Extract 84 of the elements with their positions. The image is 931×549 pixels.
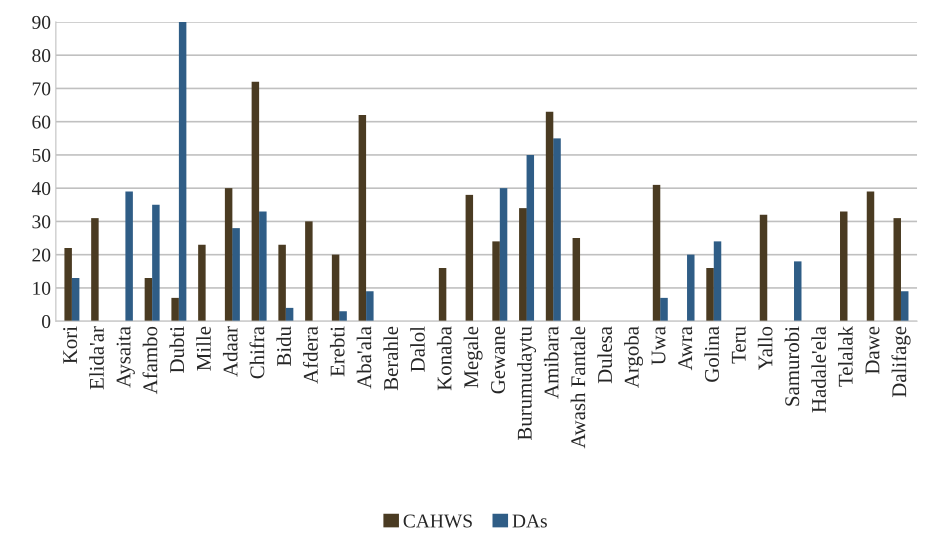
- y-tick-label: 10: [33, 282, 50, 295]
- x-tick-label: Megale: [464, 326, 483, 388]
- bar: [152, 204, 160, 322]
- x-tick-label: Awash Fantale: [570, 326, 586, 448]
- bar: [760, 214, 768, 322]
- x-tick-label: Berahle: [383, 326, 398, 390]
- x-tick-label: Afambo: [142, 326, 158, 394]
- bar: [866, 192, 874, 322]
- x-tick-label: Golina: [704, 326, 719, 382]
- y-tick-label: 70: [32, 82, 50, 96]
- bar: [553, 138, 561, 322]
- y-tick-label: 60: [32, 116, 50, 129]
- bar: [660, 298, 668, 322]
- x-tick-label: Elida'ar: [89, 326, 104, 390]
- bar: [305, 221, 313, 322]
- y-tick-label: 30: [32, 215, 50, 228]
- bar: [252, 82, 260, 322]
- x-tick-label: Hadale'ela: [811, 326, 826, 412]
- bar: [366, 291, 374, 322]
- x-tick-label: Dulesa: [597, 326, 612, 384]
- x-tick-label: Chifra: [249, 326, 264, 378]
- x-tick-label: Dubti: [169, 326, 184, 373]
- x-tick-label: Aysaita: [116, 326, 135, 388]
- legend-label: CAHWS: [404, 514, 472, 528]
- bar: [278, 244, 286, 322]
- bar: [687, 254, 695, 322]
- bar: [198, 244, 206, 322]
- x-tick-label: Konaba: [436, 326, 452, 390]
- x-tick-label: Uwa: [652, 326, 666, 365]
- bar: [706, 268, 714, 322]
- bar: [519, 208, 527, 322]
- y-tick-label: 0: [42, 314, 50, 328]
- x-tick-label: Kori: [63, 326, 78, 364]
- bar: [438, 268, 446, 322]
- bar: [894, 218, 901, 322]
- bar: [526, 154, 534, 322]
- x-tick-label: Aba'ala: [356, 326, 372, 389]
- x-tick-label: Mille: [196, 326, 211, 371]
- bar: [332, 254, 340, 322]
- legend-label: DAs: [512, 514, 547, 528]
- x-tick-label: Amibara: [544, 326, 559, 399]
- bar: [358, 115, 366, 322]
- x-tick-label: Argoba: [624, 326, 644, 388]
- bar: [64, 248, 72, 322]
- x-tick-label: Bidu: [276, 326, 292, 366]
- x-tick-label: Burumudaytu: [517, 326, 536, 440]
- bar: [72, 278, 80, 322]
- x-tick-label: Afdera: [302, 326, 318, 384]
- bar: [125, 192, 133, 322]
- bar: [224, 188, 232, 322]
- bar: [286, 308, 294, 322]
- bar: [572, 238, 580, 322]
- x-tick-label: Dawe: [866, 326, 880, 374]
- x-tick-label: Teru: [732, 326, 746, 364]
- bar: [144, 278, 152, 322]
- x-tick-label: Dalol: [410, 326, 425, 372]
- bar: [900, 291, 908, 322]
- bar: [500, 188, 508, 322]
- bar: [171, 298, 179, 322]
- bar: [178, 22, 186, 322]
- x-tick-label: Awra: [678, 326, 692, 370]
- y-tick-label: 90: [32, 16, 50, 29]
- bar: [259, 211, 267, 322]
- x-tick-label: Gewane: [491, 326, 506, 394]
- y-tick-label: 20: [32, 248, 50, 262]
- x-tick-label: Erebti: [330, 326, 345, 376]
- x-tick-label: Yallo: [758, 326, 772, 370]
- bar: [794, 261, 802, 322]
- y-tick-label: 50: [32, 148, 50, 162]
- x-tick-label: Adaar: [222, 326, 238, 377]
- bar: [840, 211, 848, 322]
- bar: [492, 241, 500, 322]
- y-tick-label: 40: [32, 182, 50, 196]
- bar: [466, 194, 474, 322]
- x-tick-label: Samurobi: [784, 326, 800, 406]
- bar: [652, 184, 660, 322]
- bar: [339, 311, 347, 322]
- y-tick-label: 80: [32, 49, 50, 62]
- x-tick-label: Dalifage: [891, 326, 911, 398]
- bar: [714, 241, 722, 322]
- bar: [91, 218, 99, 322]
- bar: [546, 112, 554, 322]
- x-tick-label: Telalak: [838, 326, 853, 387]
- bar: [232, 228, 240, 322]
